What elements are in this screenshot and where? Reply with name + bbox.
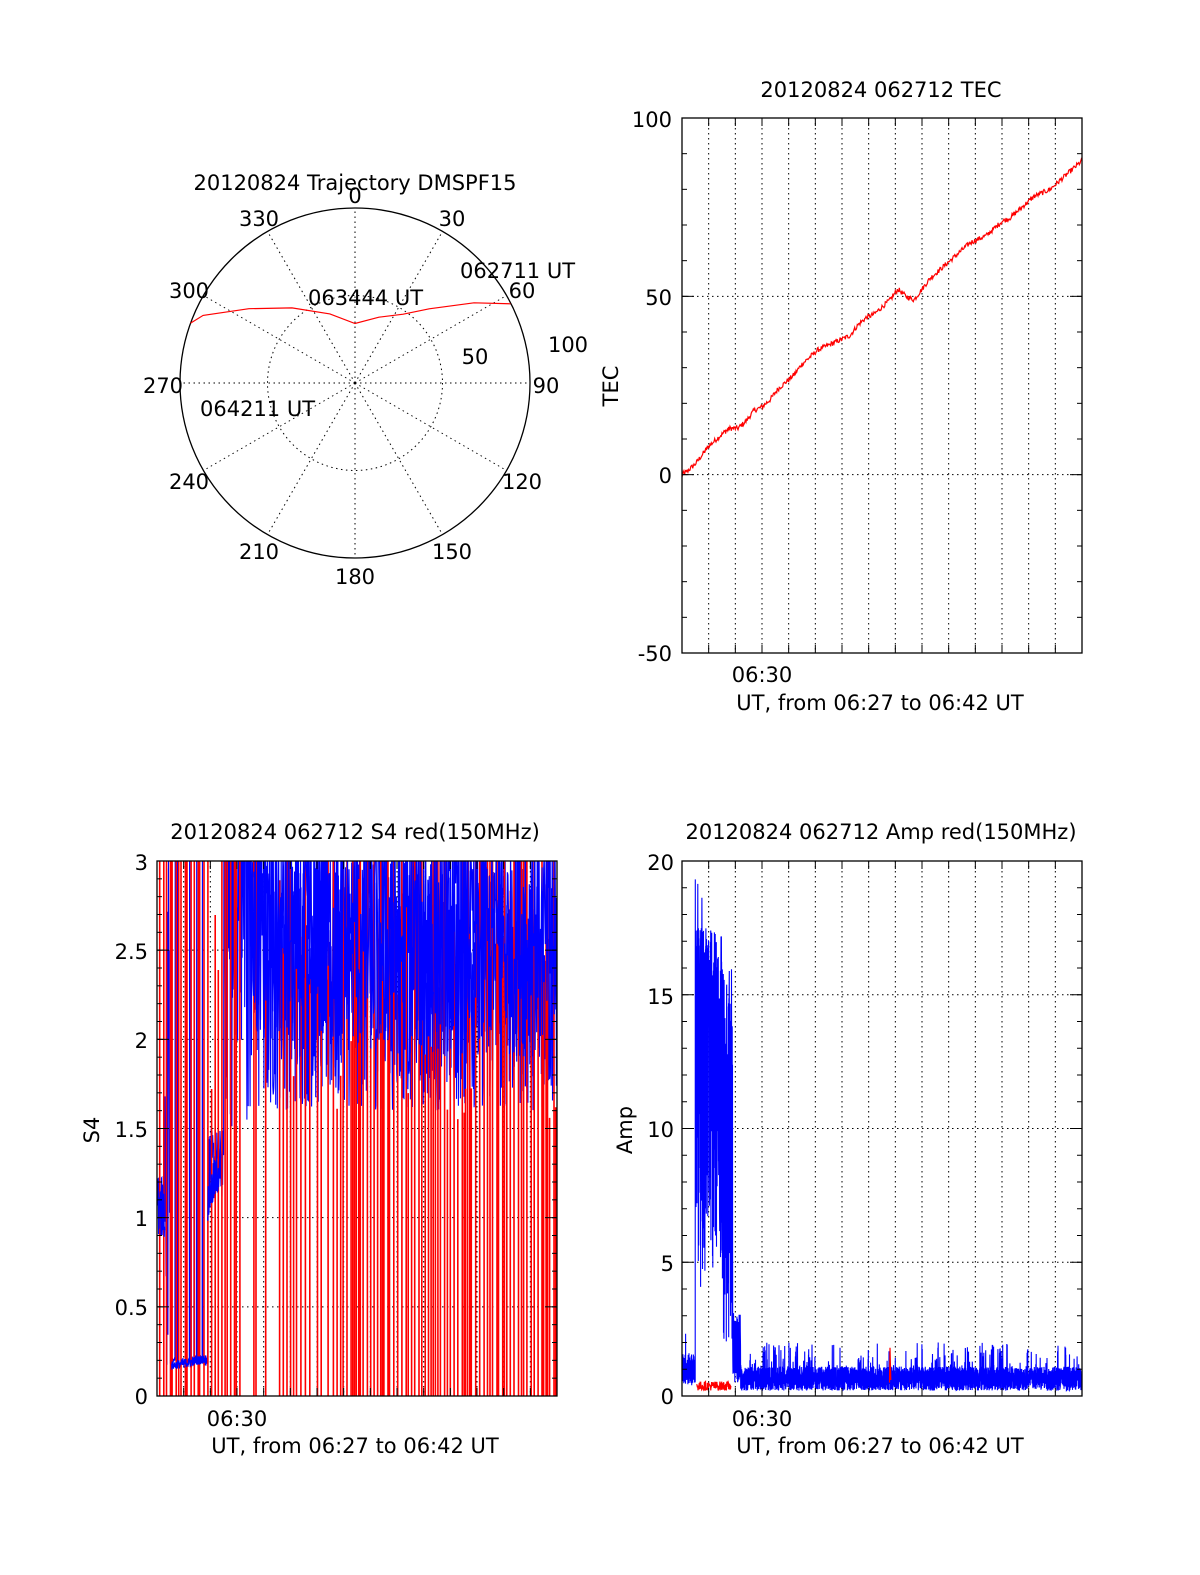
trajectory-line xyxy=(190,302,511,325)
amp-title: 20120824 062712 Amp red(150MHz) xyxy=(685,820,1076,844)
s4-ytick-0: 0 xyxy=(135,1385,148,1409)
amp-ylabel: Amp xyxy=(613,1106,637,1154)
polar-ring xyxy=(267,295,443,471)
trajectory-end-label: 064211 UT xyxy=(200,397,315,421)
tec-title: 20120824 062712 TEC xyxy=(760,78,1001,102)
azimuth-label-0: 0 xyxy=(348,184,361,208)
amp-ytick-5: 5 xyxy=(661,1252,674,1276)
polar-panel: 20120824 Trajectory DMSPF15 0 30 60 90 120 15… xyxy=(143,171,588,589)
s4-xtick-0630: 06:30 xyxy=(207,1407,268,1431)
amp-red-series xyxy=(696,1347,892,1392)
tec-ytick-minus50: -50 xyxy=(638,642,672,666)
tec-xlabel: UT, from 06:27 to 06:42 UT xyxy=(736,691,1024,715)
trajectory-start-label: 062711 UT xyxy=(460,259,575,283)
tec-xtick-0630: 06:30 xyxy=(732,663,793,687)
polar-spoke xyxy=(203,382,356,471)
polar-spoke xyxy=(354,382,443,535)
tec-ticks xyxy=(682,117,1082,654)
s4-ytick-2: 2 xyxy=(135,1029,148,1053)
polar-spoke xyxy=(267,382,356,535)
azimuth-label-90: 90 xyxy=(533,374,560,398)
azimuth-label-300: 300 xyxy=(169,279,209,303)
s4-ticks xyxy=(157,860,557,1397)
tec-frame xyxy=(681,117,1083,654)
s4-ytick-3: 3 xyxy=(135,851,148,875)
amp-panel: 20120824 062712 Amp red(150MHz) 20 15 10… xyxy=(613,820,1083,1458)
amp-ytick-15: 15 xyxy=(647,985,674,1009)
amp-ytick-0: 0 xyxy=(661,1385,674,1409)
polar-grid xyxy=(180,208,530,558)
azimuth-label-210: 210 xyxy=(239,540,279,564)
s4-title: 20120824 062712 S4 red(150MHz) xyxy=(170,820,540,844)
tec-series-line xyxy=(681,157,1083,478)
amp-grid xyxy=(682,861,1082,1396)
s4-ylabel: S4 xyxy=(80,1117,104,1144)
s4-blue-series-overlay xyxy=(157,861,557,1370)
amp-ticks xyxy=(682,860,1082,1397)
azimuth-label-60: 60 xyxy=(509,279,536,303)
polar-spoke xyxy=(354,295,507,384)
azimuth-label-240: 240 xyxy=(169,470,209,494)
tec-ytick-100: 100 xyxy=(632,108,672,132)
amp-blue-series xyxy=(682,879,1082,1392)
amp-ytick-20: 20 xyxy=(647,851,674,875)
s4-ytick-1: 1 xyxy=(135,1207,148,1231)
polar-spoke xyxy=(354,231,443,384)
s4-xlabel: UT, from 06:27 to 06:42 UT xyxy=(211,1434,499,1458)
trajectory-mid-label: 063444 UT xyxy=(308,286,423,310)
azimuth-label-150: 150 xyxy=(432,540,472,564)
polar-spoke xyxy=(354,382,507,471)
tec-ylabel: TEC xyxy=(599,366,623,408)
s4-ytick-2.5: 2.5 xyxy=(115,940,148,964)
tec-ytick-50: 50 xyxy=(645,286,672,310)
s4-ytick-1.5: 1.5 xyxy=(115,1118,148,1142)
amp-ytick-10: 10 xyxy=(647,1118,674,1142)
polar-spoke xyxy=(267,231,356,384)
polar-azimuth-labels: 0 30 60 90 120 150 180 210 240 270 300 330 xyxy=(143,184,559,589)
azimuth-label-120: 120 xyxy=(502,470,542,494)
s4-panel: 20120824 062712 S4 red(150MHz) 3 2.5 2 1… xyxy=(80,820,558,1458)
azimuth-label-30: 30 xyxy=(439,207,466,231)
tec-grid xyxy=(682,118,1082,653)
tec-panel: 20120824 062712 TEC 100 50 0 -50 06:30 U… xyxy=(599,78,1083,715)
s4-ytick-0.5: 0.5 xyxy=(115,1296,148,1320)
ring-label-50: 50 xyxy=(462,345,489,369)
amp-xtick-0630: 06:30 xyxy=(732,1407,793,1431)
azimuth-label-270: 270 xyxy=(143,374,183,398)
azimuth-label-180: 180 xyxy=(335,565,375,589)
polar-outer-circle xyxy=(179,207,531,559)
polar-title: 20120824 Trajectory DMSPF15 xyxy=(193,171,516,195)
polar-spoke xyxy=(203,295,356,384)
tec-ytick-0: 0 xyxy=(659,464,672,488)
ring-label-100: 100 xyxy=(548,333,588,357)
amp-xlabel: UT, from 06:27 to 06:42 UT xyxy=(736,1434,1024,1458)
azimuth-label-330: 330 xyxy=(239,207,279,231)
